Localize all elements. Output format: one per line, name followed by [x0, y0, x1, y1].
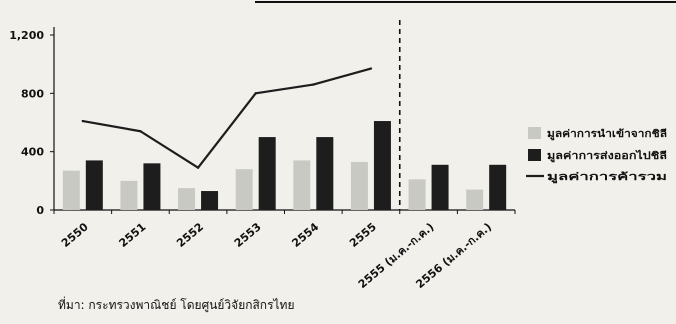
legend-swatch-export: [528, 149, 541, 161]
y-tick-label: 1,200: [9, 29, 44, 42]
total-trade-polyline: [82, 67, 372, 169]
import-bar: [408, 179, 426, 210]
y-tick-label: 400: [21, 146, 44, 159]
export-bar: [201, 191, 219, 210]
import-bar: [178, 188, 196, 210]
export-bar: [316, 137, 334, 210]
total-trade-point: [196, 166, 200, 169]
import-bar: [293, 160, 311, 210]
import-bar: [62, 170, 80, 210]
legend-label: มูลค่าการนำเข้าจากชิลี: [547, 128, 667, 141]
export-bar: [489, 164, 507, 210]
total-trade-line: [81, 67, 373, 169]
import-bar: [235, 169, 253, 210]
legend-label: มูลค่าการส่งออกไปชิลี: [547, 149, 667, 163]
export-bar: [85, 160, 103, 210]
y-axis: 0 400 800 1,200: [9, 27, 55, 217]
source-note: ที่มา: กระทรวงพาณิชย์ โดยศูนย์วิจัยกสิกร…: [58, 296, 295, 313]
bars: [62, 121, 507, 210]
export-bar: [431, 164, 449, 210]
total-trade-point: [254, 92, 257, 95]
legend: มูลค่าการนำเข้าจากชิลีมูลค่าการส่งออกไปช…: [526, 127, 667, 184]
import-bar: [350, 161, 368, 210]
total-trade-point: [369, 67, 373, 70]
y-tick-label: 800: [21, 87, 44, 100]
total-trade-point: [81, 119, 85, 123]
import-bar: [120, 180, 138, 210]
legend-label: มูลค่าการค้ารวม: [547, 171, 667, 184]
total-trade-point: [312, 83, 315, 86]
y-tick-label: 0: [36, 204, 44, 217]
export-bar: [373, 121, 391, 210]
legend-swatch-import: [528, 127, 541, 139]
import-bar: [466, 189, 484, 210]
export-bar: [258, 137, 276, 210]
export-bar: [143, 163, 161, 210]
total-trade-point: [139, 130, 142, 133]
